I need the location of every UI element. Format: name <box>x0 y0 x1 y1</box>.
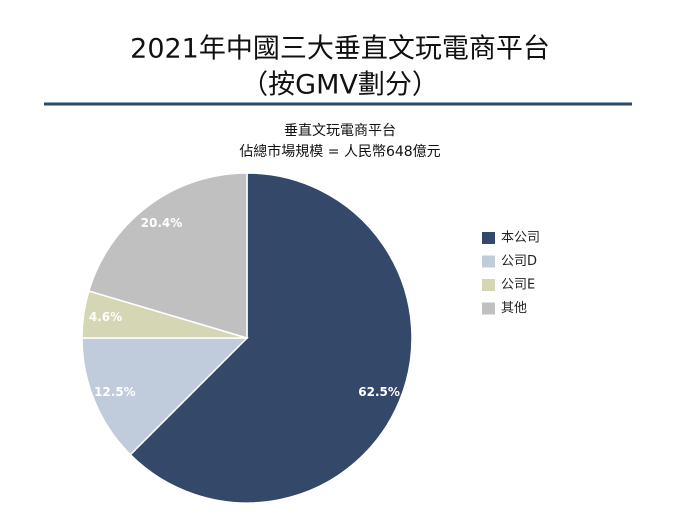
data-label: 12.5% <box>94 385 136 399</box>
pie-slice <box>87 172 248 340</box>
data-label: 4.6% <box>89 310 122 324</box>
legend-label: 公司D <box>501 254 537 269</box>
legend-swatch <box>482 279 495 291</box>
data-label: 62.5% <box>358 385 400 399</box>
data-label: 20.4% <box>141 216 183 230</box>
legend-swatch <box>482 302 495 315</box>
chart-subtitle: 垂直文玩電商平台 <box>284 122 396 139</box>
chart-subtitle: 佔總市場規模 = 人民幣648億元 <box>239 143 440 160</box>
legend-label: 公司E <box>501 278 535 293</box>
pie-slice <box>81 337 249 456</box>
pie-slice <box>129 172 413 504</box>
legend-swatch <box>482 232 495 244</box>
chart-title: （按GMV劃分） <box>241 70 439 101</box>
legend-label: 其他 <box>501 301 527 316</box>
chart-title: 2021年中國三大垂直文玩電商平台 <box>130 34 550 65</box>
legend-swatch <box>482 255 495 268</box>
legend-label: 本公司 <box>501 231 540 246</box>
